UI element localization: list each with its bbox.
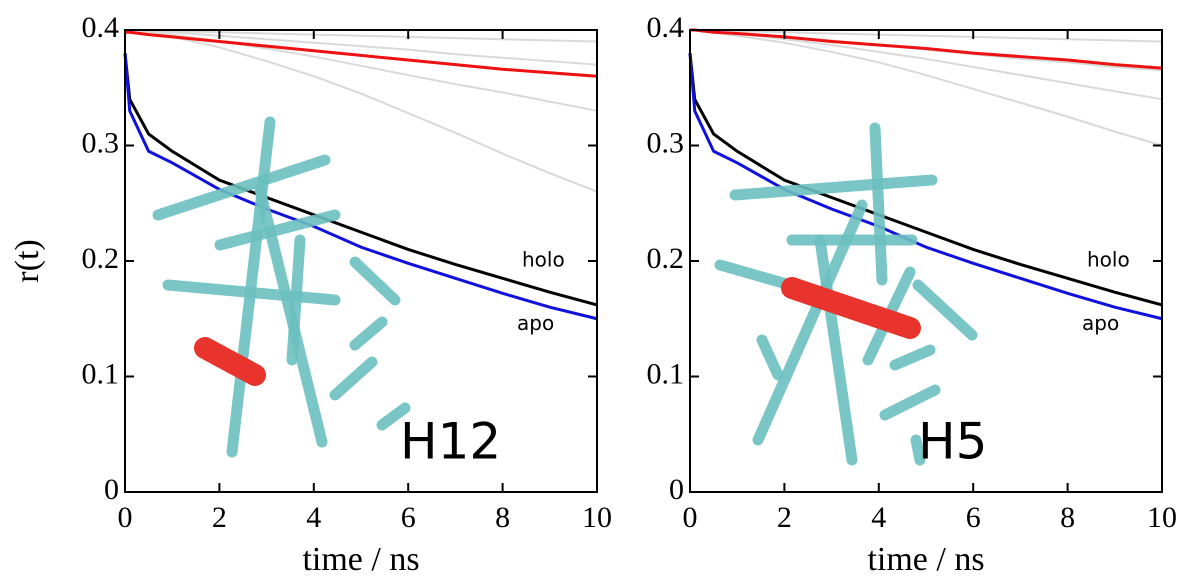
helix (752, 199, 868, 446)
x-tick-label: 2 (777, 501, 792, 534)
helix (714, 259, 796, 291)
helix (162, 279, 341, 306)
x-tick-label: 0 (118, 501, 133, 534)
inset-label: H5 (918, 413, 987, 471)
data-line (125, 30, 598, 78)
y-tick-label: 0.3 (82, 126, 120, 159)
x-tick-label: 4 (306, 501, 321, 534)
y-tick-label: 0.4 (82, 11, 120, 44)
x-tick-label: 6 (401, 501, 416, 534)
y-tick-label: 0.2 (647, 242, 685, 275)
x-tick-label: 8 (495, 501, 510, 534)
annotation: apo (517, 311, 554, 335)
data-line (123, 52, 598, 321)
x-tick-label: 10 (582, 501, 612, 534)
helix (349, 316, 388, 351)
data-line (690, 28, 1163, 70)
protein-cartoon (714, 122, 978, 466)
helix (912, 279, 978, 341)
helix (376, 402, 411, 431)
x-axis-label: time / ns (302, 541, 419, 578)
helix (329, 356, 378, 401)
data-line (123, 52, 598, 307)
x-tick-label: 10 (1147, 501, 1177, 534)
helix (729, 174, 938, 201)
y-tick-label: 0.1 (647, 357, 685, 390)
x-tick-label: 6 (966, 501, 981, 534)
y-tick-label: 0 (669, 473, 684, 506)
y-tick-label: 0.3 (647, 126, 685, 159)
data-line (125, 29, 598, 66)
y-axis-label: r(t) (9, 239, 46, 282)
helix (889, 344, 936, 371)
helix (152, 154, 331, 221)
inset-label: H12 (400, 413, 501, 471)
y-tick-label: 0.1 (82, 357, 120, 390)
annotation: apo (1082, 311, 1119, 335)
helix-highlight (194, 337, 266, 386)
x-tick-label: 2 (212, 501, 227, 534)
helix (349, 256, 401, 306)
helix (869, 122, 888, 286)
helix (814, 234, 858, 466)
helix (214, 209, 341, 251)
annotation: holo (522, 248, 565, 272)
y-tick-label: 0 (104, 473, 119, 506)
y-tick-label: 0.4 (647, 11, 685, 44)
data-line (125, 29, 598, 112)
y-tick-label: 0.2 (82, 242, 120, 275)
x-tick-label: 0 (683, 501, 698, 534)
protein-cartoon (152, 116, 411, 458)
x-axis-label: time / ns (867, 541, 984, 578)
x-tick-label: 8 (1060, 501, 1075, 534)
helix (910, 434, 926, 466)
x-tick-label: 4 (871, 501, 886, 534)
helix-highlight (781, 277, 921, 339)
annotation: holo (1087, 248, 1130, 272)
helix (756, 334, 784, 381)
helix (286, 234, 306, 366)
helix (879, 384, 941, 421)
